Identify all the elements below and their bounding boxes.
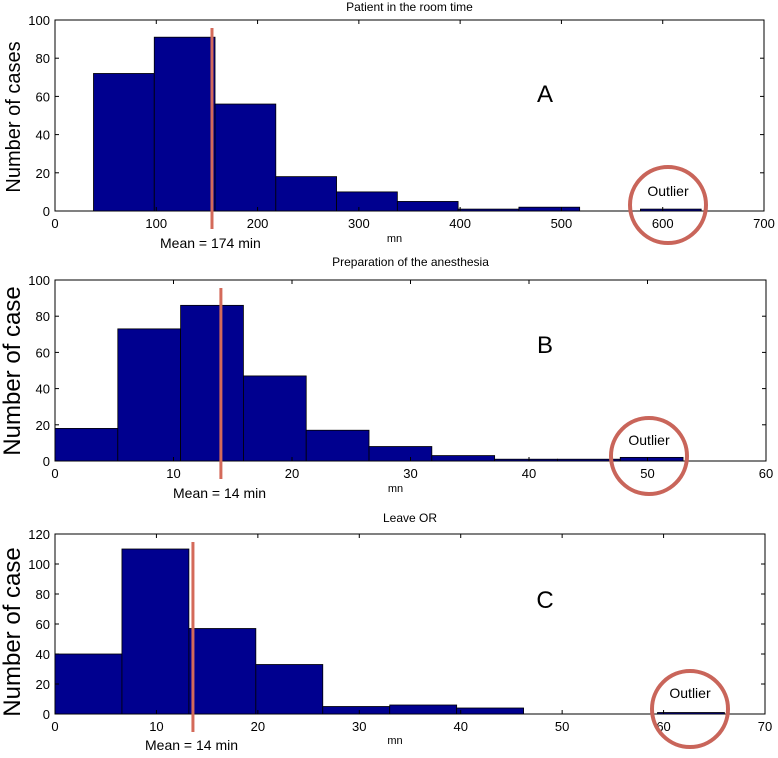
chart-title: Leave OR bbox=[383, 511, 437, 525]
x-tick-label: 60 bbox=[759, 466, 773, 481]
panel-letter: B bbox=[537, 332, 553, 359]
x-tick-label: 200 bbox=[247, 216, 269, 231]
chart-title: Preparation of the anesthesia bbox=[332, 255, 489, 269]
x-tick-label: 30 bbox=[352, 719, 366, 734]
x-tick-label: 600 bbox=[652, 216, 674, 231]
y-tick-label: 20 bbox=[36, 418, 50, 433]
histogram-bar bbox=[243, 375, 307, 462]
y-tick-label: 40 bbox=[36, 128, 50, 143]
histogram-bar bbox=[389, 704, 458, 715]
mean-label: Mean = 14 min bbox=[173, 485, 266, 501]
outlier-label: Outlier bbox=[669, 685, 711, 701]
y-tick-label: 60 bbox=[36, 617, 50, 632]
y-tick-label: 80 bbox=[36, 51, 50, 66]
y-tick-label: 60 bbox=[36, 345, 50, 360]
histogram-bar bbox=[54, 653, 123, 715]
y-axis-label: Number of cases bbox=[3, 41, 25, 192]
x-tick-label: 10 bbox=[149, 719, 163, 734]
outlier-circle bbox=[628, 165, 708, 245]
x-tick-label: 10 bbox=[166, 466, 180, 481]
outlier-circle bbox=[609, 416, 689, 496]
histogram-bar bbox=[214, 103, 277, 212]
outlier-circle bbox=[650, 669, 730, 749]
y-tick-label: 40 bbox=[36, 647, 50, 662]
panel-letter: A bbox=[537, 81, 553, 108]
x-tick-label: 300 bbox=[348, 216, 370, 231]
histogram-bar bbox=[368, 446, 433, 462]
histogram-bar bbox=[657, 712, 725, 715]
histogram-bar bbox=[431, 455, 496, 462]
x-tick-label: 100 bbox=[145, 216, 167, 231]
histogram-bar bbox=[619, 456, 684, 462]
y-tick-label: 60 bbox=[36, 89, 50, 104]
x-tick-label: 50 bbox=[555, 719, 569, 734]
y-tick-label: 100 bbox=[28, 13, 50, 28]
histogram-bar bbox=[456, 707, 524, 715]
y-tick-label: 100 bbox=[28, 273, 50, 288]
histogram-bar bbox=[180, 304, 244, 462]
histogram-bar bbox=[117, 328, 182, 462]
y-tick-label: 0 bbox=[43, 454, 50, 469]
y-tick-label: 20 bbox=[36, 166, 50, 181]
mean-label: Mean = 14 min bbox=[145, 737, 238, 753]
x-tick-label: 20 bbox=[285, 466, 299, 481]
panel-letter: C bbox=[536, 587, 553, 614]
panel-a: 0 100 200 300 400 500 600 700 0 20 40 60 80 100 Patien… bbox=[3, 0, 775, 251]
histogram-bar bbox=[640, 208, 702, 212]
histogram-bar bbox=[121, 548, 190, 715]
y-tick-label: 0 bbox=[43, 707, 50, 722]
histogram-bar bbox=[54, 428, 119, 462]
x-tick-label: 20 bbox=[251, 719, 265, 734]
x-tick-label: 0 bbox=[51, 719, 58, 734]
x-tick-label: 0 bbox=[51, 216, 58, 231]
x-tick-label: 700 bbox=[753, 216, 775, 231]
histogram-bar bbox=[275, 176, 337, 212]
outlier-label: Outlier bbox=[628, 432, 670, 448]
y-tick-label: 20 bbox=[36, 677, 50, 692]
histogram-bar bbox=[336, 191, 398, 212]
y-tick-label: 40 bbox=[36, 382, 50, 397]
histogram-bar bbox=[255, 664, 324, 715]
y-axis-label: Number of case bbox=[0, 547, 26, 716]
x-tick-label: 500 bbox=[551, 216, 573, 231]
outlier-label: Outlier bbox=[647, 183, 689, 199]
x-tick-label: 40 bbox=[453, 719, 467, 734]
x-axis-label: mn bbox=[387, 735, 402, 747]
histogram-bar bbox=[322, 706, 391, 715]
histogram-bar bbox=[188, 628, 257, 715]
histogram-bar bbox=[494, 458, 558, 462]
x-axis-label: mn bbox=[388, 483, 403, 495]
y-tick-label: 120 bbox=[28, 527, 50, 542]
x-tick-label: 400 bbox=[449, 216, 471, 231]
histogram-bar bbox=[305, 429, 370, 462]
histogram-bar bbox=[518, 206, 581, 212]
chart-title: Patient in the room time bbox=[346, 0, 473, 14]
x-tick-label: 0 bbox=[51, 466, 58, 481]
histogram-bar bbox=[93, 73, 155, 212]
mean-label: Mean = 174 min bbox=[160, 235, 261, 251]
x-axis-label: mn bbox=[387, 233, 402, 245]
y-tick-label: 0 bbox=[43, 204, 50, 219]
panel-b: 0 10 20 30 40 50 60 0 20 40 60 80 100 Preparation of … bbox=[0, 255, 773, 501]
y-axis-label: Number of case bbox=[0, 286, 26, 455]
histogram-bar bbox=[396, 201, 459, 212]
histogram-bar bbox=[457, 208, 520, 212]
x-tick-label: 70 bbox=[758, 719, 772, 734]
y-tick-label: 80 bbox=[36, 309, 50, 324]
x-tick-label: 40 bbox=[522, 466, 536, 481]
histogram-bar bbox=[153, 36, 216, 212]
x-tick-label: 30 bbox=[403, 466, 417, 481]
y-tick-label: 80 bbox=[36, 587, 50, 602]
x-tick-label: 50 bbox=[640, 466, 654, 481]
y-tick-label: 100 bbox=[28, 557, 50, 572]
